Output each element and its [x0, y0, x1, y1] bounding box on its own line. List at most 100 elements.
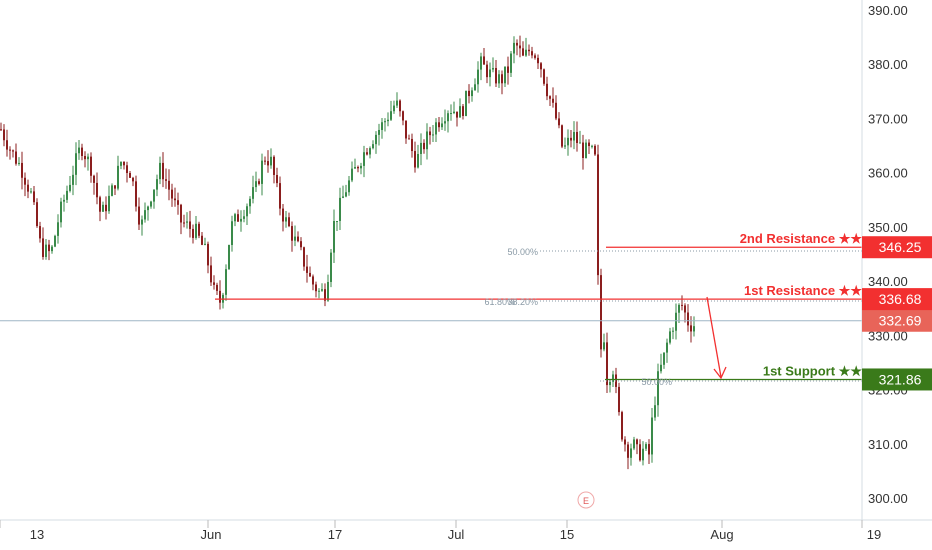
candle-body — [528, 49, 530, 52]
x-tick-17: 17 — [328, 527, 342, 542]
fib-label-50-upper: 50.00% — [507, 247, 538, 257]
candle-body — [414, 151, 416, 168]
candle-body — [93, 175, 95, 183]
candle-body — [534, 55, 536, 58]
candle-body — [369, 148, 371, 155]
candle-body — [435, 122, 437, 135]
candle-body — [618, 386, 620, 413]
candle-body — [75, 153, 77, 175]
candle-body — [597, 154, 599, 276]
candle-body — [138, 206, 140, 225]
candle-body — [48, 244, 50, 252]
candle-body — [186, 221, 188, 223]
candle-body — [480, 56, 482, 70]
candle-body — [378, 129, 380, 135]
candle-body — [303, 247, 305, 267]
candle-body — [51, 246, 53, 252]
candle-body — [78, 147, 80, 154]
candle-body — [453, 111, 455, 114]
candle-body — [189, 221, 191, 229]
candle-body — [582, 142, 584, 158]
candle-body — [300, 241, 302, 248]
candle-body — [240, 218, 242, 222]
candle-body — [249, 198, 251, 207]
candle-body — [360, 165, 362, 169]
candle-body — [243, 216, 245, 219]
level-1st-support: 1st Support ★★ — [605, 363, 862, 381]
candle-body — [636, 439, 638, 445]
candle-body — [234, 214, 236, 222]
y-tick-label: 330.00 — [868, 328, 908, 343]
candle-body — [9, 149, 11, 151]
candle-body — [363, 152, 365, 166]
candle-body — [39, 226, 41, 239]
level-2nd-resistance: 2nd Resistance ★★ — [606, 231, 862, 248]
candle-body — [255, 181, 257, 188]
badge-current-price-text: 332.69 — [879, 313, 922, 329]
candle-body — [426, 131, 428, 150]
candle-body — [318, 290, 320, 292]
candle-body — [123, 161, 125, 166]
candle-body — [207, 243, 209, 266]
candle-body — [159, 162, 161, 180]
fibonacci-retracement: 50.00% 61.80% 38.20% 50.00% — [484, 247, 862, 387]
badge-current-price: 332.69 — [862, 309, 932, 332]
candle-body — [531, 51, 533, 56]
time-axis[interactable]: 13 Jun 17 Jul 15 Aug 19 — [0, 519, 932, 542]
badge-1st-resistance: 336.68 — [862, 288, 932, 311]
candle-body — [126, 165, 128, 174]
candle-body — [486, 64, 488, 78]
candle-body — [345, 192, 347, 197]
candle-body — [285, 217, 287, 222]
candle-body — [672, 330, 674, 332]
candle-body — [645, 444, 647, 449]
candle-body — [624, 439, 626, 445]
level-1st-support-label: 1st Support ★★ — [763, 363, 862, 378]
candle-body — [492, 68, 494, 70]
event-marker[interactable]: E — [577, 491, 595, 509]
y-tick-label: 350.00 — [868, 220, 908, 235]
candle-body — [522, 48, 524, 56]
price-axis[interactable]: 300.00310.00320.00330.00340.00350.00360.… — [861, 0, 908, 520]
candle-body — [471, 90, 473, 97]
y-tick-label: 310.00 — [868, 437, 908, 452]
candle-body — [507, 66, 509, 73]
candle-body — [354, 167, 356, 169]
candle-body — [660, 364, 662, 372]
candle-body — [468, 90, 470, 97]
candle-body — [267, 161, 269, 166]
candle-body — [648, 444, 650, 455]
x-tick-13: 13 — [30, 527, 44, 542]
candle-body — [579, 142, 581, 144]
level-1st-resistance-label: 1st Resistance ★★ — [744, 283, 862, 298]
candle-body — [663, 352, 665, 365]
candle-body — [309, 272, 311, 277]
candle-body — [390, 111, 392, 120]
candle-body — [537, 57, 539, 64]
candle-body — [621, 412, 623, 440]
candle-body — [339, 197, 341, 221]
candle-body — [252, 187, 254, 199]
candle-body — [657, 371, 659, 406]
candle-body — [135, 181, 137, 207]
candle-body — [654, 405, 656, 418]
candle-body — [36, 202, 38, 227]
candle-body — [570, 137, 572, 141]
candle-body — [213, 282, 215, 285]
candle-body — [3, 129, 5, 141]
candle-body — [117, 165, 119, 189]
candle-body — [180, 204, 182, 223]
candle-body — [330, 252, 332, 282]
candle-body — [333, 221, 335, 253]
candle-body — [156, 179, 158, 190]
candle-body — [6, 140, 8, 150]
candle-body — [72, 174, 74, 185]
candle-body — [510, 53, 512, 73]
y-tick-label: 390.00 — [868, 3, 908, 18]
candle-body — [543, 69, 545, 84]
candle-body — [633, 439, 635, 449]
candle-body — [357, 167, 359, 169]
candle-body — [585, 142, 587, 158]
